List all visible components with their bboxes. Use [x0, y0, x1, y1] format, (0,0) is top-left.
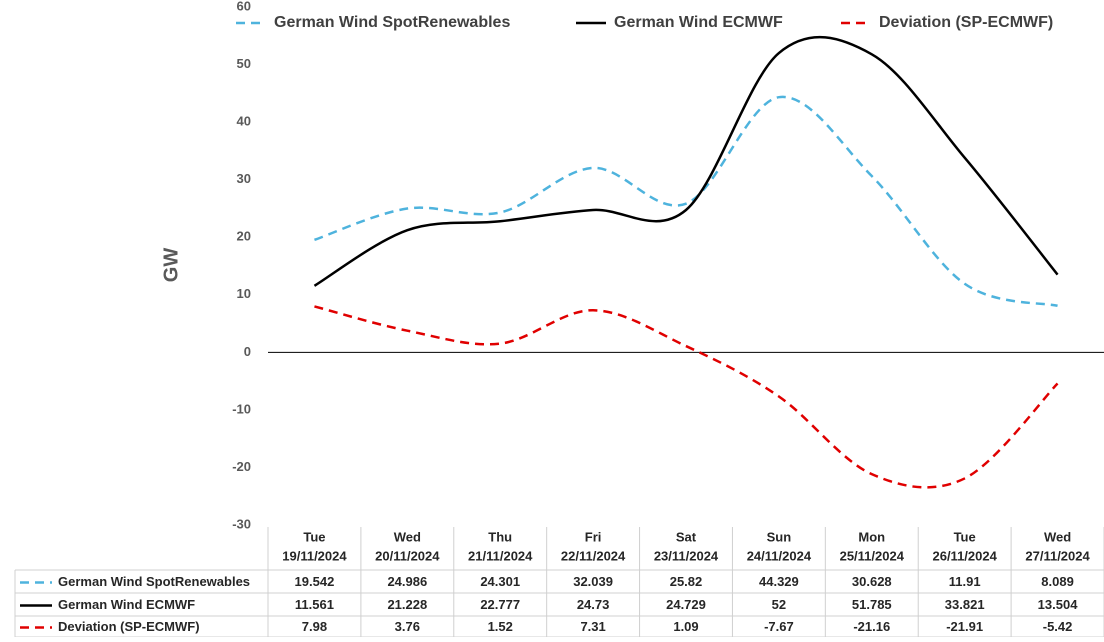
table-row-label: German Wind SpotRenewables: [58, 574, 250, 589]
table-value: 7.31: [580, 619, 605, 634]
table-value: 11.91: [949, 574, 981, 589]
table-value: 11.561: [295, 597, 334, 612]
x-tick-label: 23/11/2024: [654, 548, 719, 563]
x-tick-label: Tue: [303, 529, 325, 544]
y-tick-label: -10: [232, 401, 251, 416]
y-tick-label: 10: [237, 286, 251, 301]
legend-label: Deviation (SP-ECMWF): [879, 14, 1053, 31]
x-tick-label: Wed: [394, 529, 421, 544]
table-value: 51.785: [852, 597, 892, 612]
legend-label: German Wind ECMWF: [614, 14, 783, 31]
y-tick-label: -30: [232, 516, 251, 531]
series-line: [314, 95, 1058, 307]
x-tick-label: Wed: [1044, 529, 1071, 544]
x-tick-label: 27/11/2024: [1025, 548, 1090, 563]
x-tick-label: Sat: [676, 529, 697, 544]
x-tick-label: Sun: [767, 529, 792, 544]
y-tick-label: -20: [232, 459, 251, 474]
table-value: -5.42: [1043, 619, 1073, 634]
table-value: 33.821: [945, 597, 985, 612]
y-tick-label: 0: [244, 344, 251, 359]
table-value: 8.089: [1041, 574, 1074, 589]
x-tick-label: 25/11/2024: [840, 548, 905, 563]
table-value: -21.16: [853, 619, 890, 634]
y-axis-label: GW: [160, 248, 182, 283]
table-value: 44.329: [759, 574, 799, 589]
x-tick-label: 20/11/2024: [375, 548, 440, 563]
x-tick-label: 26/11/2024: [932, 548, 997, 563]
table-value: 24.729: [666, 597, 706, 612]
table-value: 19.542: [295, 574, 335, 589]
x-tick-label: Mon: [858, 529, 885, 544]
legend-label: German Wind SpotRenewables: [274, 14, 510, 31]
y-tick-label: 60: [237, 0, 251, 13]
table-value: 13.504: [1038, 597, 1079, 612]
x-tick-label: 19/11/2024: [282, 548, 347, 563]
table-value: 52: [772, 597, 786, 612]
x-tick-label: 21/11/2024: [468, 548, 533, 563]
x-tick-label: 24/11/2024: [747, 548, 812, 563]
y-tick-label: 30: [237, 171, 251, 186]
x-tick-label: 22/11/2024: [561, 548, 626, 563]
table-value: 3.76: [395, 619, 420, 634]
y-tick-label: 20: [237, 229, 251, 244]
y-tick-label: 50: [237, 56, 251, 71]
table-value: 7.98: [302, 619, 327, 634]
x-tick-label: Fri: [585, 529, 602, 544]
table-value: -7.67: [764, 619, 794, 634]
table-value: 32.039: [573, 574, 613, 589]
table-row-label: German Wind ECMWF: [58, 597, 195, 612]
table-value: -21.91: [946, 619, 983, 634]
series-line: [314, 305, 1059, 489]
y-tick-label: 40: [237, 114, 251, 129]
table-value: 24.986: [387, 574, 427, 589]
table-value: 21.228: [387, 597, 427, 612]
table-value: 1.52: [488, 619, 513, 634]
table-value: 30.628: [852, 574, 892, 589]
table-value: 22.777: [480, 597, 520, 612]
table-value: 1.09: [673, 619, 698, 634]
series-line: [313, 35, 1059, 287]
table-row-label: Deviation (SP-ECMWF): [58, 619, 200, 634]
table-value: 25.82: [670, 574, 703, 589]
x-tick-label: Thu: [488, 529, 512, 544]
table-value: 24.301: [480, 574, 520, 589]
x-tick-label: Tue: [954, 529, 976, 544]
table-value: 24.73: [577, 597, 610, 612]
